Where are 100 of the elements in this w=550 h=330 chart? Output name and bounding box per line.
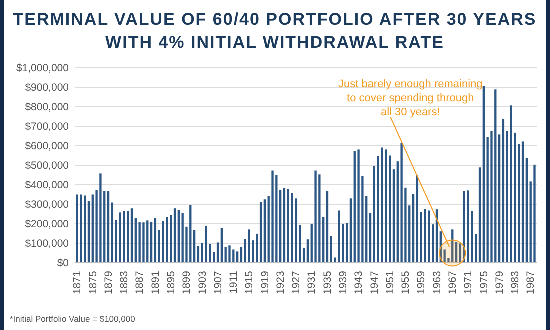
x-tick-label: 1931 (306, 271, 318, 295)
x-tick-label: 1939 (338, 271, 350, 295)
bar (510, 106, 512, 263)
bar (522, 142, 524, 263)
x-tick-label: 1871 (72, 271, 84, 295)
bar (350, 198, 352, 263)
bar (236, 252, 239, 263)
bar (170, 215, 172, 263)
bar (287, 189, 290, 263)
bar (392, 170, 396, 263)
x-tick-label: 1923 (274, 271, 287, 295)
bar (424, 209, 426, 263)
bar (330, 236, 332, 263)
bar (440, 232, 442, 263)
x-tick-label: 1963 (431, 271, 444, 295)
bar (178, 210, 180, 263)
bar (248, 230, 250, 263)
bar (264, 200, 266, 263)
bar (358, 150, 360, 263)
bar (232, 250, 235, 263)
bar (498, 134, 501, 263)
x-tick-label: 1895 (165, 271, 178, 295)
bar (412, 194, 415, 263)
bar (150, 222, 153, 263)
bar (338, 210, 340, 263)
bar (205, 226, 208, 263)
x-tick-label: 1927 (290, 271, 303, 295)
bar (314, 170, 317, 263)
x-tick-label: 1875 (87, 271, 100, 295)
bar (416, 176, 419, 263)
bar (326, 191, 329, 263)
bar (291, 192, 294, 263)
y-tick-label: $600,000 (25, 140, 70, 152)
bar (190, 205, 192, 263)
chart-title: TERMINAL VALUE OF 60/40 PORTFOLIO AFTER 30 YEARS WITH 4% INITIAL WITHDRAWAL RATE (13, 10, 537, 52)
bar (193, 230, 196, 263)
x-tick-label: 1975 (478, 271, 490, 295)
bar (455, 242, 458, 263)
bar (354, 151, 356, 263)
x-tick-label: 1943 (353, 271, 366, 295)
bar (369, 213, 372, 263)
bar (240, 247, 243, 263)
bar (138, 222, 141, 263)
y-tick-label: $400,000 (25, 179, 70, 192)
bar (346, 223, 348, 263)
x-tick-label: 1883 (118, 271, 131, 295)
bar (432, 224, 434, 263)
bar (452, 230, 454, 263)
bar (306, 240, 310, 263)
x-tick-label: 1979 (494, 271, 506, 295)
bar (80, 194, 82, 263)
x-tick-label: 1911 (228, 271, 240, 294)
bar (526, 158, 528, 263)
bar (272, 170, 274, 263)
y-tick-label: $0 (57, 257, 70, 270)
bar (373, 166, 376, 263)
bar (467, 190, 470, 263)
y-tick-label: $700,000 (25, 120, 70, 133)
bar (283, 188, 286, 263)
y-tick-label: $500,000 (25, 160, 70, 172)
x-tick-label: 1919 (259, 271, 272, 295)
x-tick-label: 1959 (416, 271, 428, 295)
y-tick-label: $200,000 (25, 218, 70, 230)
x-tick-label: 1967 (446, 271, 459, 295)
bar (111, 202, 114, 263)
bar (502, 119, 505, 263)
x-tick-label: 1955 (400, 271, 412, 295)
bar (130, 208, 134, 263)
bar (127, 211, 130, 263)
bar (482, 86, 485, 263)
x-tick-label: 1879 (102, 271, 115, 295)
bar (220, 228, 224, 263)
bar (123, 211, 126, 263)
x-tick-label: 1983 (510, 271, 522, 295)
bar (478, 168, 482, 263)
bar (494, 90, 497, 263)
bar (228, 246, 231, 263)
x-tick-label: 1915 (244, 271, 256, 295)
text: *Initial Portfolio Value = $100,000 (10, 314, 136, 324)
x-tick-label: 1987 (525, 271, 538, 295)
bar (107, 191, 110, 263)
bar (388, 156, 392, 263)
bar (154, 218, 157, 263)
bar (534, 164, 536, 263)
bar (100, 174, 102, 263)
y-tick-label: $100,000 (25, 238, 70, 250)
bar (182, 213, 184, 263)
x-tick-label: 1935 (322, 271, 334, 295)
bar (134, 218, 137, 263)
x-tick-label: 1971 (462, 271, 475, 295)
bar (276, 175, 278, 263)
bar (224, 247, 227, 263)
bar (318, 174, 321, 263)
y-tick-label: $1,000,000 (16, 62, 70, 74)
annotation: Just barely enough remaining to cover spending through all 30 years! (338, 78, 483, 118)
x-tick-label: 1887 (134, 271, 146, 295)
y-tick-label: $800,000 (25, 101, 70, 114)
x-tick-label: 1951 (384, 271, 396, 295)
bar (420, 212, 422, 263)
x-tick-label: 1899 (181, 271, 194, 295)
